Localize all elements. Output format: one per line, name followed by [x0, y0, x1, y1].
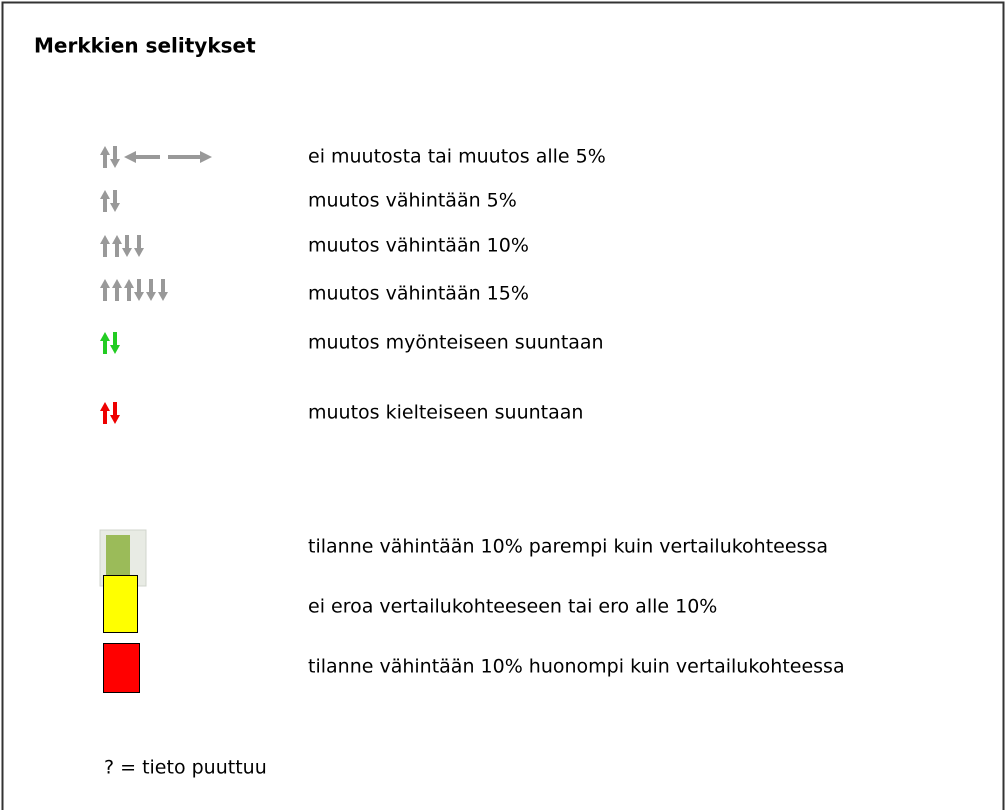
- arrow-down-icon: [134, 235, 144, 257]
- arrow-up-icon: [100, 332, 110, 354]
- arrow-up-icon: [112, 279, 122, 301]
- legend-label: muutos vähintään 5%: [308, 190, 517, 212]
- arrow-down-icon: [110, 146, 120, 168]
- arrow-up-icon: [100, 279, 110, 301]
- green-swatch: [106, 535, 130, 581]
- arrow-up-icon: [100, 146, 110, 168]
- arrow-down-icon: [134, 279, 144, 301]
- arrow-up-icon: [112, 235, 122, 257]
- legend-label: muutos myönteiseen suuntaan: [308, 332, 604, 354]
- yellow-swatch: [103, 575, 138, 633]
- footnote: ? = tieto puuttuu: [104, 757, 267, 779]
- arrow-side-icon: [168, 151, 212, 163]
- arrow-down-icon: [146, 279, 156, 301]
- legend-title: Merkkien selitykset: [34, 34, 256, 58]
- legend-label: muutos kielteiseen suuntaan: [308, 402, 583, 424]
- arrow-down-icon: [110, 332, 120, 354]
- arrow-up-icon: [100, 190, 110, 212]
- arrow-up-icon: [124, 279, 134, 301]
- legend-label: tilanne vähintään 10% parempi kuin verta…: [308, 536, 828, 558]
- legend-label: ei eroa vertailukohteeseen tai ero alle …: [308, 596, 717, 618]
- arrow-down-icon: [122, 235, 132, 257]
- red-swatch: [103, 643, 140, 693]
- legend-label: muutos vähintään 15%: [308, 283, 529, 305]
- legend-label: tilanne vähintään 10% huonompi kuin vert…: [308, 656, 845, 678]
- arrow-down-icon: [110, 402, 120, 424]
- arrow-up-icon: [100, 402, 110, 424]
- arrow-down-icon: [110, 190, 120, 212]
- legend-label: ei muutosta tai muutos alle 5%: [308, 146, 606, 168]
- arrow-side-icon: [124, 151, 160, 163]
- arrow-down-icon: [158, 279, 168, 301]
- arrow-up-icon: [100, 235, 110, 257]
- legend-label: muutos vähintään 10%: [308, 235, 529, 257]
